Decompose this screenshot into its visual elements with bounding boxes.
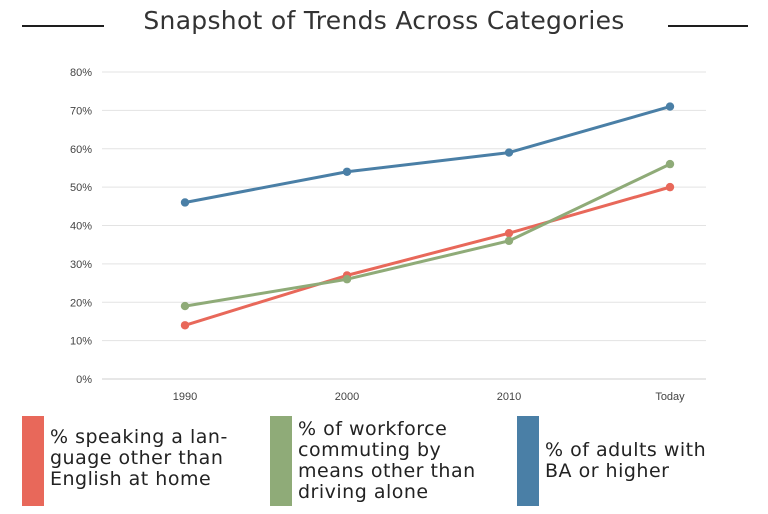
data-point [665,102,675,111]
data-point [180,198,190,207]
legend-label-line: % speaking a lan- [50,426,228,448]
legend-label-line: % of workforce [298,418,448,440]
data-point [342,275,352,284]
legend-label: % of adults with BA or higher [545,440,706,482]
legend-label: % of workforce commuting by means other … [298,419,476,503]
data-point [665,159,675,169]
data-point [180,301,190,311]
legend-label-line: guage other than [50,447,224,469]
data-point [504,236,514,246]
x-tick-label: 2000 [335,391,359,403]
y-tick-label: 10% [70,336,92,348]
y-tick-label: 30% [70,259,92,271]
legend-item-commuting: % of workforce commuting by means other … [270,416,505,506]
legend-label-line: means other than [298,460,476,482]
data-point [665,182,675,192]
legend-swatch [22,416,44,506]
chart-header: Snapshot of Trends Across Categories [0,0,768,52]
legend-label: % speaking a lan- guage other than Engli… [50,427,228,490]
y-tick-label: 50% [70,182,92,194]
x-tick-label: 1990 [173,391,197,403]
y-tick-label: 70% [70,105,92,117]
line-chart: 0% 10% 20% 30% 40% 50% 60% 70% 80% 1990 2000 2010 To… [70,67,706,403]
legend-label-line: driving alone [298,481,429,503]
legend-label-line: commuting by [298,439,442,461]
data-point [504,228,514,238]
legend-swatch [517,416,539,506]
legend-label-line: BA or higher [545,460,670,482]
x-tick-label: 2010 [497,391,521,403]
legend-label-line: English at home [50,468,212,490]
title-rule-right [668,25,748,27]
y-tick-label: 40% [70,221,92,233]
legend-swatch [270,416,292,506]
series-line [183,162,672,308]
data-point [504,148,514,157]
title-rule-left [22,25,104,27]
legend-item-language: % speaking a lan- guage other than Engli… [22,416,257,506]
legend-item-ba-degree: % of adults with BA or higher [517,416,747,506]
y-tick-label: 20% [70,297,92,309]
y-tick-label: 0% [76,374,92,386]
data-point [342,167,352,176]
x-tick-label: Today [655,391,685,403]
series-line [183,185,672,327]
legend-label-line: % of adults with [545,439,707,461]
data-point [180,321,190,330]
y-tick-label: 60% [70,144,92,156]
y-tick-label: 80% [70,67,92,79]
series-line [183,105,672,204]
chart-title: Snapshot of Trends Across Categories [143,6,625,35]
